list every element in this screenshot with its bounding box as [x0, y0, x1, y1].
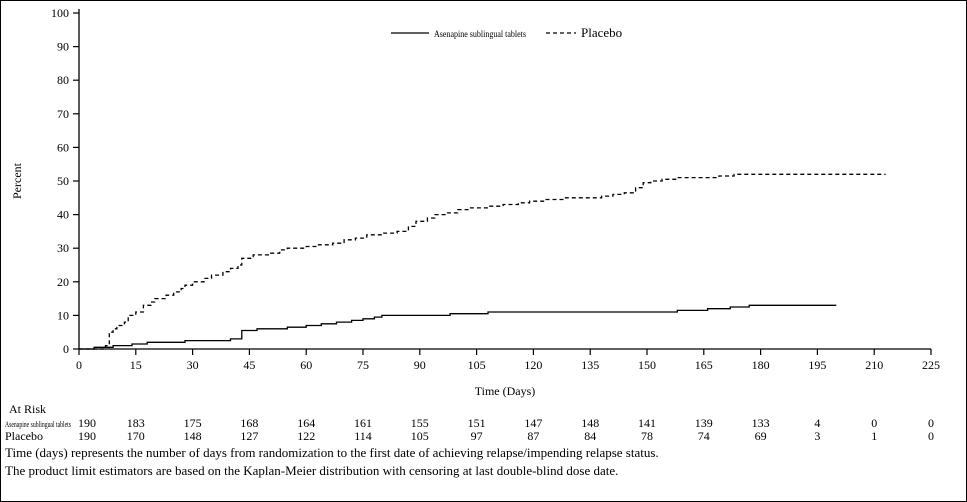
at-risk-value: 133: [752, 416, 770, 430]
x-tick-label: 90: [414, 358, 426, 372]
y-tick-label: 100: [51, 6, 69, 20]
at-risk-value: 1: [871, 429, 877, 443]
y-tick-label: 20: [57, 275, 69, 289]
at-risk-value: 148: [581, 416, 599, 430]
at-risk-value: 168: [240, 416, 258, 430]
at-risk-value: 183: [127, 416, 145, 430]
y-tick-label: 40: [57, 208, 69, 222]
legend-label-asenapine: Asenapine sublingual tablets: [434, 29, 526, 39]
y-tick-label: 30: [57, 241, 69, 255]
y-tick-label: 90: [57, 40, 69, 54]
at-risk-value: 170: [127, 429, 145, 443]
y-tick-label: 70: [57, 107, 69, 121]
at-risk-value: 97: [471, 429, 483, 443]
y-tick-label: 80: [57, 73, 69, 87]
x-tick-label: 165: [695, 358, 713, 372]
x-axis-title: Time (Days): [475, 384, 536, 398]
at-risk-value: 74: [698, 429, 710, 443]
at-risk-value: 84: [584, 429, 596, 443]
at-risk-value: 161: [354, 416, 372, 430]
at-risk-value: 151: [468, 416, 486, 430]
at-risk-value: 0: [928, 429, 934, 443]
x-tick-label: 120: [524, 358, 542, 372]
y-axis-title: Percent: [10, 162, 24, 199]
x-tick-label: 105: [468, 358, 486, 372]
footnotes: Time (days) represents the number of day…: [1, 445, 966, 480]
at-risk-value: 139: [695, 416, 713, 430]
at-risk-value: 122: [297, 429, 315, 443]
y-tick-label: 0: [63, 342, 69, 356]
x-tick-label: 75: [357, 358, 369, 372]
at-risk-value: 0: [928, 416, 934, 430]
y-tick-label: 50: [57, 174, 69, 188]
at-risk-value: 87: [527, 429, 539, 443]
x-tick-label: 0: [76, 358, 82, 372]
x-tick-label: 195: [808, 358, 826, 372]
at-risk-value: 175: [184, 416, 202, 430]
at-risk-value: 190: [78, 429, 96, 443]
x-tick-label: 15: [130, 358, 142, 372]
x-tick-label: 225: [922, 358, 940, 372]
x-tick-label: 180: [752, 358, 770, 372]
at-risk-value: 148: [184, 429, 202, 443]
at-risk-value: 155: [411, 416, 429, 430]
x-tick-label: 135: [581, 358, 599, 372]
at-risk-value: 4: [814, 416, 820, 430]
x-tick-label: 60: [300, 358, 312, 372]
footnote-2: The product limit estimators are based o…: [5, 463, 619, 479]
y-tick-label: 60: [57, 140, 69, 154]
at-risk-value: 69: [755, 429, 767, 443]
y-tick-label: 10: [57, 308, 69, 322]
x-tick-label: 150: [638, 358, 656, 372]
legend-label-placebo: Placebo: [581, 25, 622, 40]
at-risk-value: 190: [78, 416, 96, 430]
at-risk-row-label: Placebo: [5, 429, 43, 443]
at-risk-value: 114: [354, 429, 372, 443]
at-risk-value: 141: [638, 416, 656, 430]
series-asenapine: [79, 304, 837, 350]
at-risk-value: 78: [641, 429, 653, 443]
at-risk-value: 3: [814, 429, 820, 443]
at-risk-row-label: Asenapine sublingual tablets: [5, 420, 71, 429]
at-risk-value: 127: [240, 429, 258, 443]
at-risk-value: 164: [297, 416, 315, 430]
at-risk-label: At Risk: [9, 402, 46, 416]
x-tick-label: 210: [865, 358, 883, 372]
x-tick-label: 45: [243, 358, 255, 372]
footnote-1: Time (days) represents the number of day…: [5, 445, 659, 460]
at-risk-value: 147: [524, 416, 542, 430]
at-risk-value: 0: [871, 416, 877, 430]
at-risk-value: 105: [411, 429, 429, 443]
x-tick-label: 30: [187, 358, 199, 372]
series-placebo: [79, 173, 886, 350]
